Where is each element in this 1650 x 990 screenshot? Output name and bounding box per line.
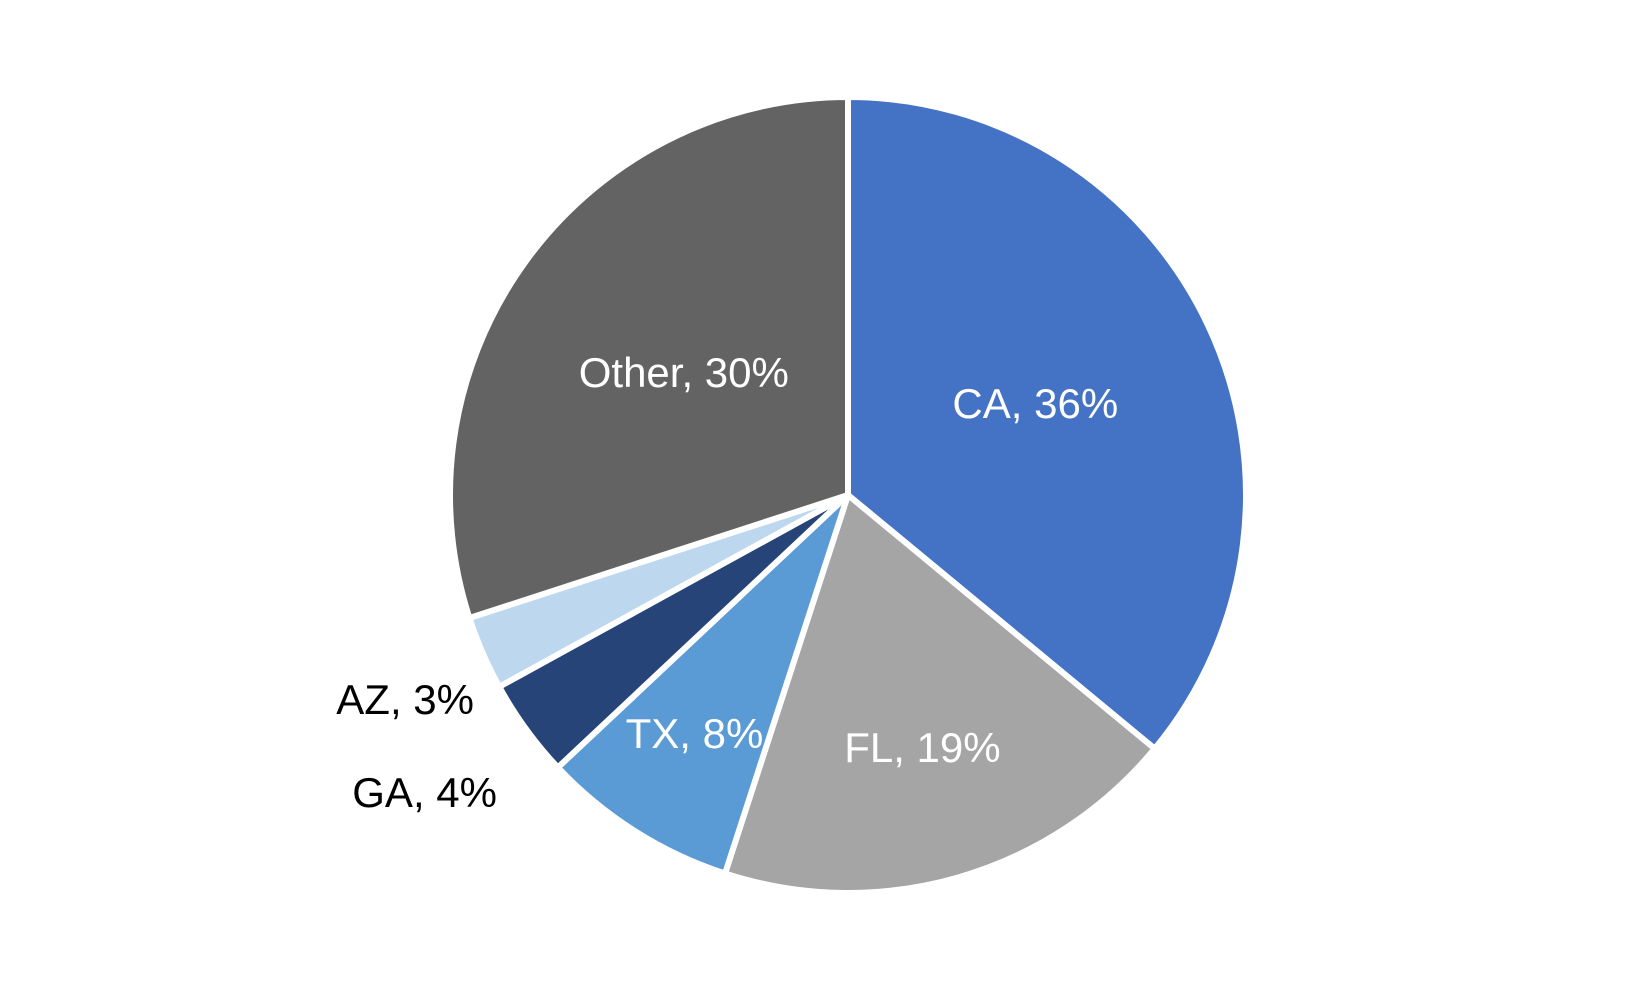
pie-slice-other	[447, 93, 851, 622]
data-label-az: AZ, 3%	[336, 676, 474, 723]
slices-layer	[447, 93, 1249, 896]
data-label-ca: CA, 36%	[952, 380, 1118, 427]
pie-slice-ca	[845, 93, 1249, 753]
data-label-tx: TX, 8%	[626, 710, 764, 757]
pie-slice-fl	[721, 489, 1159, 896]
labels-layer: CA, 36% FL, 19% TX, 8% GA, 4% AZ, 3% Other, 3…	[336, 349, 1118, 816]
data-label-fl: FL, 19%	[844, 724, 1000, 771]
data-label-ga: GA, 4%	[352, 769, 497, 816]
data-label-other: Other, 30%	[579, 349, 789, 396]
pie-slice-tx	[553, 492, 851, 878]
